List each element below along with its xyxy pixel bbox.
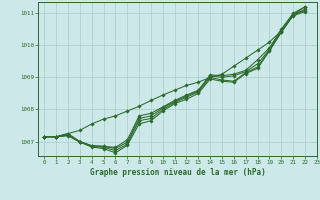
X-axis label: Graphe pression niveau de la mer (hPa): Graphe pression niveau de la mer (hPa) xyxy=(90,168,266,177)
